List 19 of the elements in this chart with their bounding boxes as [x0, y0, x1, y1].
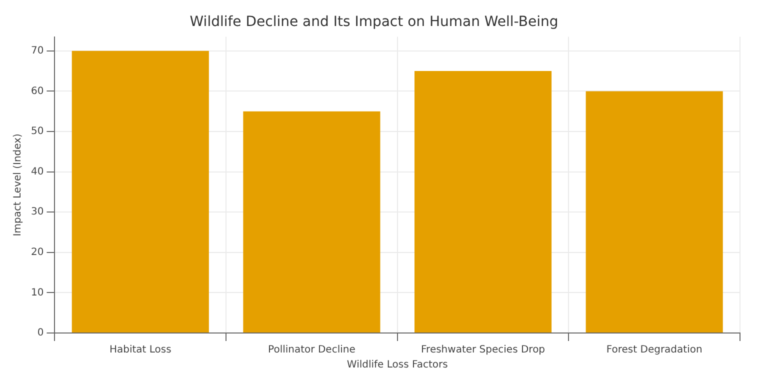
bar [414, 71, 552, 332]
x-tick-label: Pollinator Decline [268, 344, 356, 356]
y-tick-label: 20 [30, 246, 44, 258]
x-axis-title: Wildlife Loss Factors [346, 360, 448, 371]
x-tick-label: Freshwater Species Drop [421, 344, 546, 356]
y-tick-label: 50 [30, 126, 44, 138]
y-axis-title: Impact Level (Index) [12, 133, 24, 236]
y-tick-label: 70 [30, 46, 44, 56]
y-tick-label: 0 [37, 328, 44, 339]
x-tick-label: Habitat Loss [109, 344, 172, 356]
y-tick-label: 10 [30, 287, 44, 298]
x-tick-label: Forest Degradation [606, 344, 702, 356]
bar [586, 91, 723, 332]
y-tick-label: 60 [30, 86, 44, 97]
bar [72, 50, 209, 332]
bar [243, 111, 380, 332]
chart-title: Wildlife Decline and Its Impact on Human Well-Being [190, 14, 558, 30]
y-tick-label: 30 [30, 206, 44, 218]
y-tick-label: 40 [30, 166, 44, 178]
